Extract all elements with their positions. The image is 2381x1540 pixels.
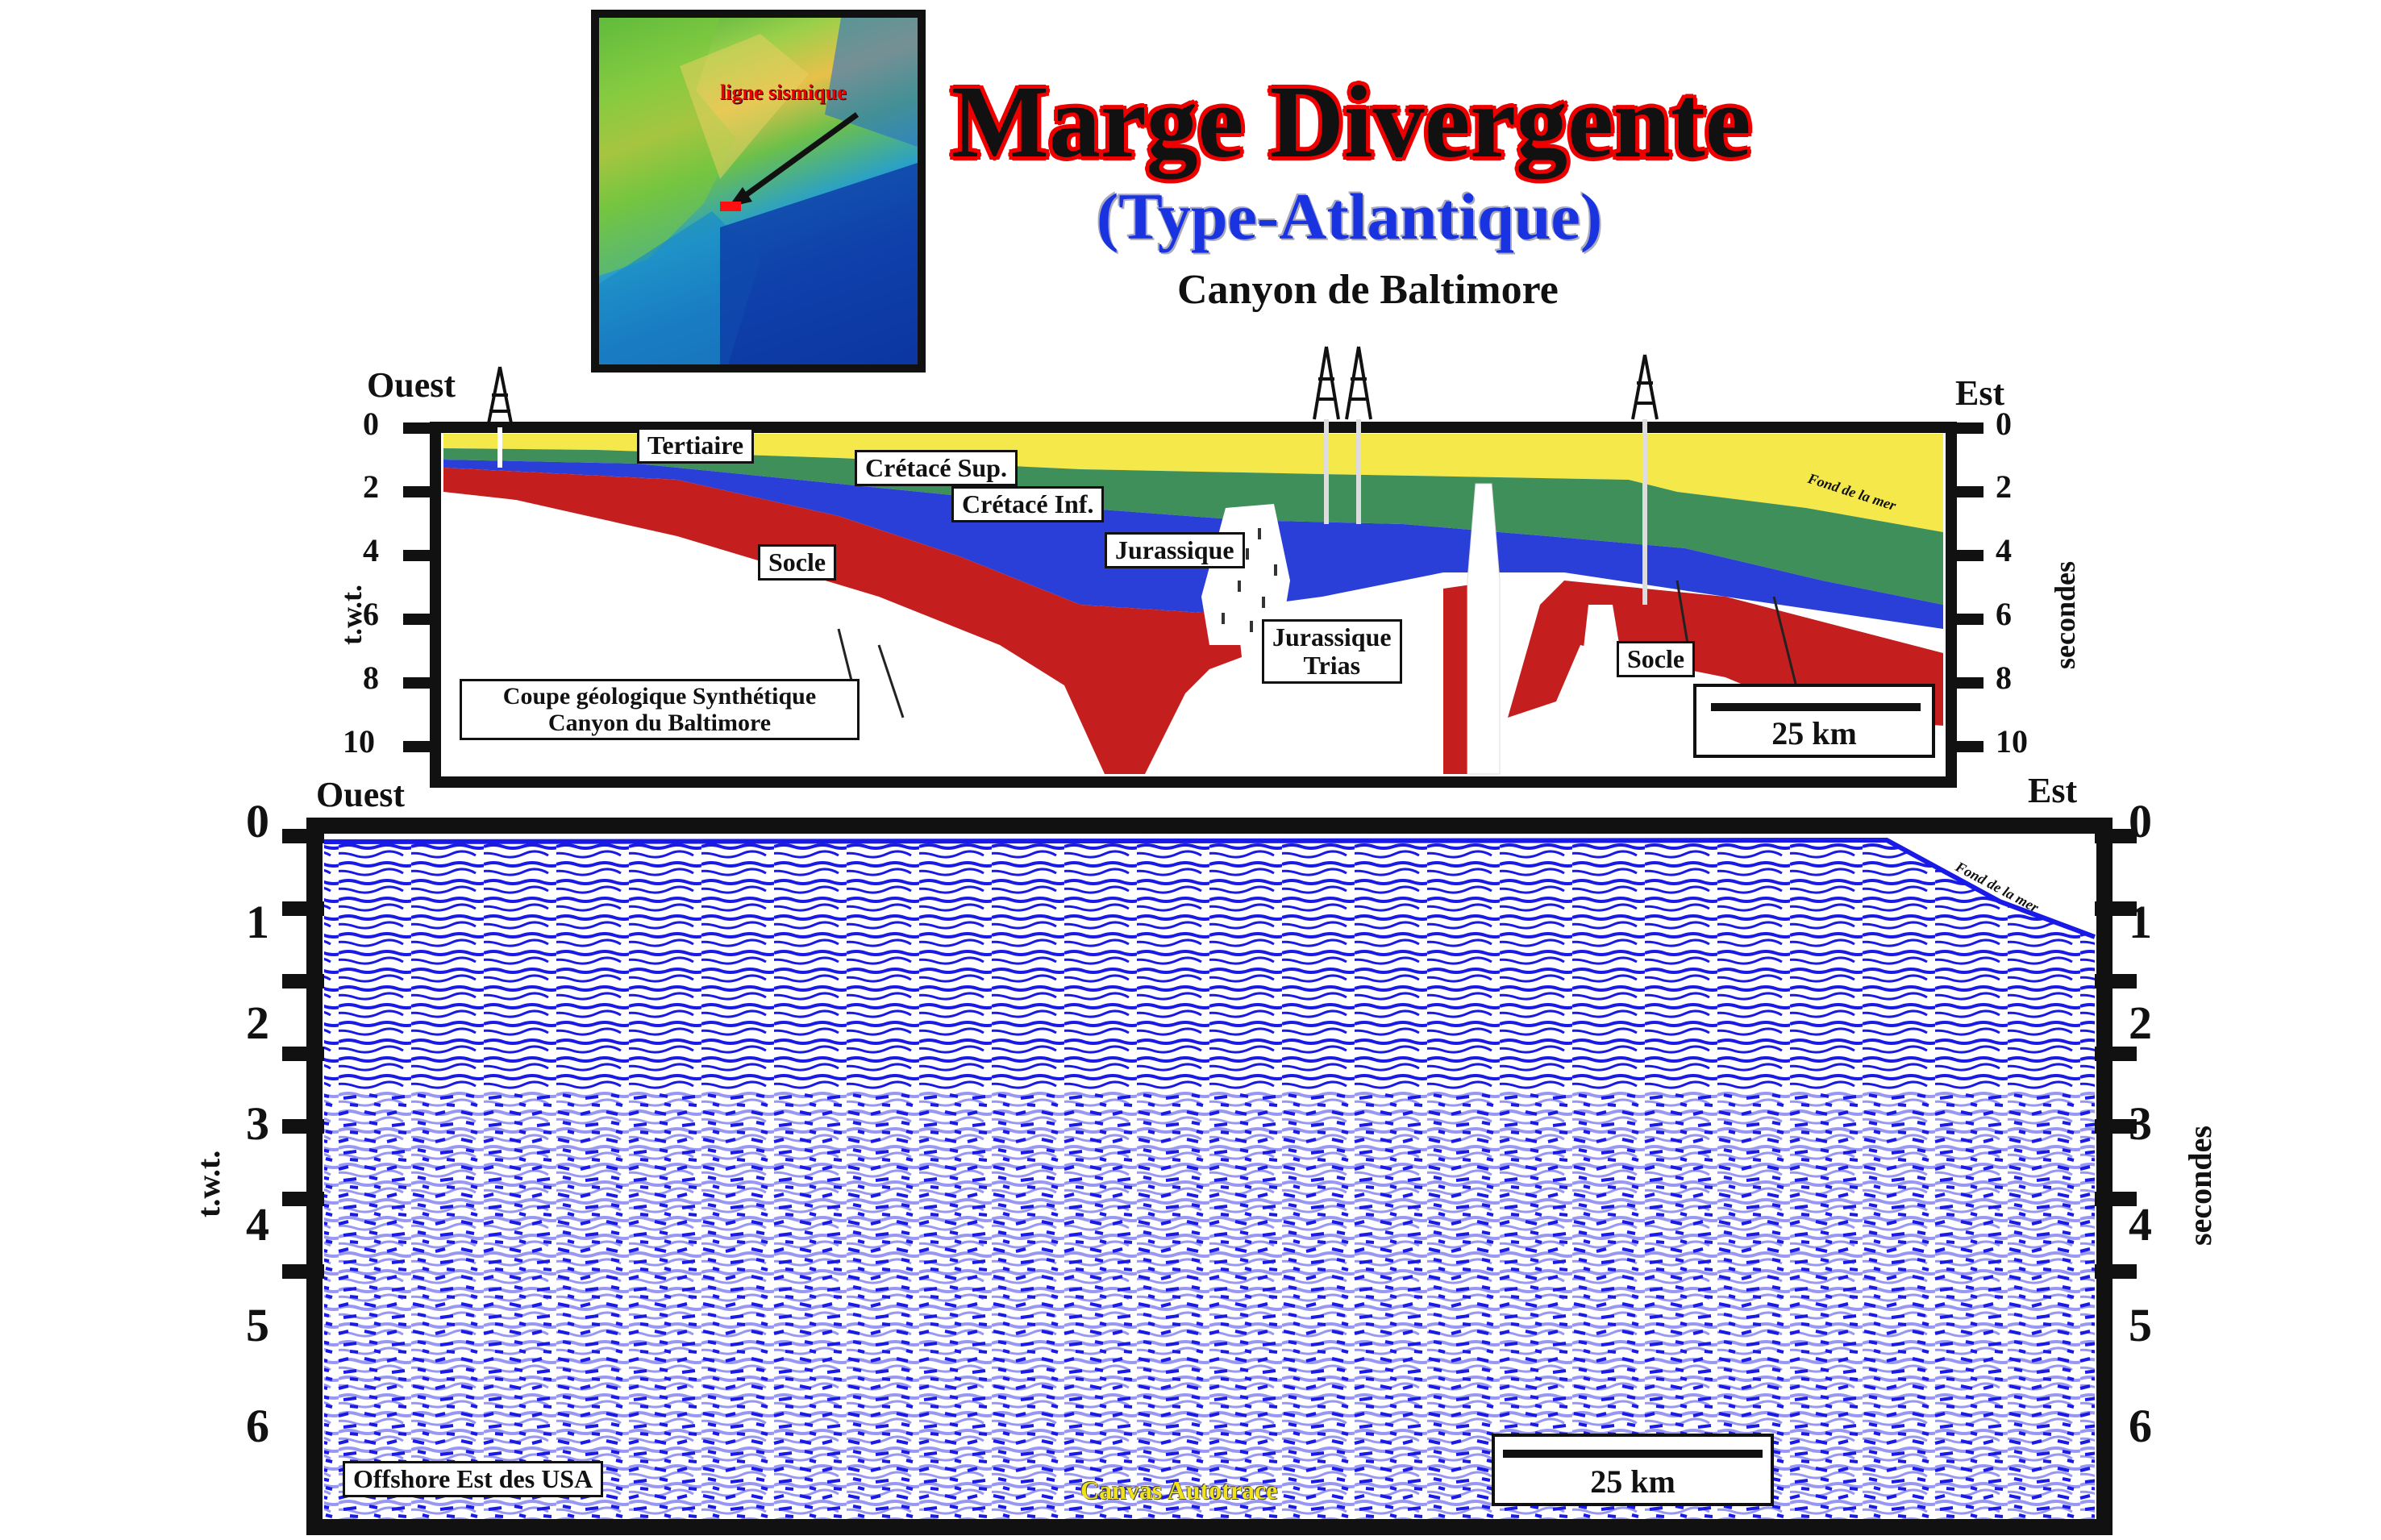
bottom-y-tick-left: 1 [246,896,269,948]
bottom-scale-bar: 25 km [1492,1434,1774,1506]
map-label: ligne sismique [720,81,847,104]
offshore-location-label: Offshore Est des USA [343,1461,604,1498]
seismic-reflectors-upper [324,842,2095,1092]
top-scale-line [1711,703,1921,711]
cross-section-caption: Coupe géologique Synthétique Canyon du B… [460,679,860,740]
unit-cretace-sup: Crétacé Sup. [855,450,1018,487]
top-west-label: Ouest [367,365,456,405]
top-y-tick-left: 6 [363,596,379,632]
top-y-tick-right: 0 [1996,406,2012,442]
location-map: ligne sismique [591,10,926,373]
top-ylabel-left: t.w.t. [335,585,368,645]
bottom-y-tick-left: 0 [246,795,269,847]
cross-section [403,346,1983,788]
bottom-y-tick-right: 6 [2129,1400,2152,1452]
bottom-ylabel-right: secondes [2182,1126,2218,1246]
top-y-tick-right: 10 [1996,723,2028,760]
top-y-tick-left: 10 [343,723,375,760]
top-y-tick-left: 2 [363,468,379,505]
seismic-line-marker [720,202,741,211]
bottom-y-tick-left: 6 [246,1400,269,1452]
page-subtitle: (Type-Atlantique) [1097,180,1603,253]
top-y-tick-right: 6 [1996,596,2012,632]
seismic-profile [282,818,2137,1535]
bottom-scale-label: 25 km [1590,1463,1675,1500]
top-y-tick-left: 8 [363,660,379,696]
unit-tertiaire: Tertiaire [637,427,755,464]
bottom-y-tick-right: 2 [2129,997,2152,1049]
bottom-y-tick-right: 5 [2129,1299,2152,1351]
seafloor-reflector [323,837,2096,939]
bottom-scale-line [1503,1450,1763,1458]
top-y-tick-left: 4 [363,532,379,568]
top-tick-marks [403,422,1983,752]
unit-socle-left: Socle [758,544,837,581]
bottom-y-tick-right: 4 [2129,1198,2152,1251]
unit-jurassique: Jurassique [1105,532,1245,569]
unit-cretace-inf: Crétacé Inf. [951,486,1105,523]
bottom-y-tick-left: 5 [246,1299,269,1351]
credit-label: Canvas Autotrace [1080,1475,1278,1505]
bottom-y-tick-right: 1 [2129,896,2152,948]
bottom-y-tick-left: 4 [246,1198,269,1251]
bottom-y-tick-left: 3 [246,1097,269,1150]
top-y-tick-right: 8 [1996,660,2012,696]
caption-line1: Coupe géologique Synthétique [502,683,817,710]
top-scale-bar: 25 km [1693,684,1935,758]
well-derricks [486,346,1659,605]
layer-cretace [443,448,1943,605]
unit-socle-right: Socle [1617,641,1696,678]
bottom-y-tick-right: 3 [2129,1097,2152,1150]
caption-line2: Canyon du Baltimore [547,710,772,736]
map-arrow [738,112,860,202]
top-east-label: Est [1955,373,2005,413]
top-y-tick-right: 2 [1996,468,2012,505]
layer-socle-left [443,468,1242,774]
page-title: Marge Divergente [951,65,1751,179]
bottom-ylabel-left: t.w.t. [190,1150,227,1217]
top-ylabel-right: secondes [2049,561,2081,669]
location-subtitle: Canyon de Baltimore [1177,267,1559,313]
bottom-y-tick-right: 0 [2129,795,2152,847]
top-y-tick-right: 4 [1996,532,2012,568]
bottom-east-label: Est [2028,771,2078,810]
unit-jurassique-trias-line1: Jurassique [1272,622,1392,651]
bottom-tick-marks [282,829,2137,1279]
top-scale-label: 25 km [1771,715,1857,751]
bottom-y-tick-left: 2 [246,997,269,1049]
unit-jurassique-trias-line2: Trias [1303,651,1361,681]
top-y-tick-left: 0 [363,406,379,442]
layer-tertiaire [443,434,1943,532]
bottom-west-label: Ouest [316,775,405,814]
unit-jurassique-trias: Jurassique Trias [1262,619,1402,685]
